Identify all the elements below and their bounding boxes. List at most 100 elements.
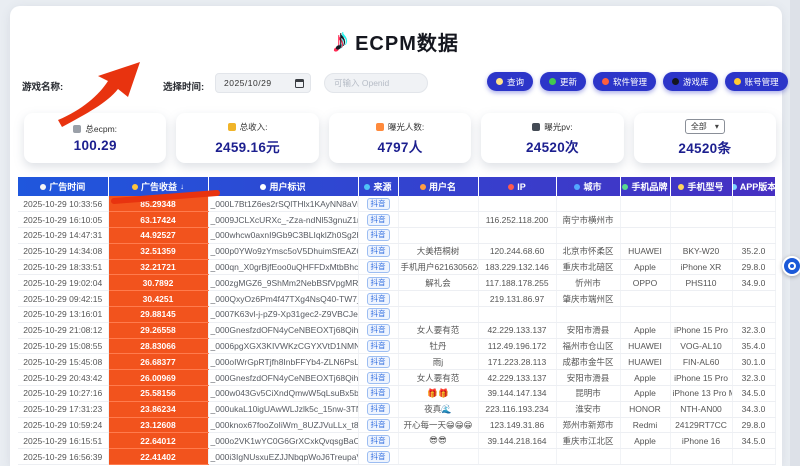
pv-label: 曝光pv: bbox=[544, 121, 573, 132]
cell-username: 解礼会 bbox=[398, 274, 479, 292]
stat-cards: 总ecpm: 100.29 总收入: 2459.16元 曝光人数: 4797人 … bbox=[24, 113, 777, 163]
cell-ad-time: 2025-10-29 13:16:01 bbox=[18, 306, 109, 323]
cell-source: 抖音 bbox=[358, 432, 399, 450]
stat-card-income: 总收入: 2459.16元 bbox=[176, 113, 319, 163]
col-ad-revenue[interactable]: 广告收益 ↓ bbox=[108, 177, 209, 196]
cell-ip: 120.244.68.60 bbox=[478, 243, 557, 260]
col-ip[interactable]: IP bbox=[478, 177, 557, 196]
cell-city: 重庆市北碚区 bbox=[556, 259, 621, 276]
cell-city bbox=[556, 196, 621, 213]
table-row: 2025-10-29 16:15:51 22.64012 _000o2VK1wY… bbox=[18, 432, 776, 450]
col-app-version[interactable]: APP版本 bbox=[732, 177, 776, 196]
cell-app-version bbox=[732, 448, 776, 466]
game-library-button[interactable]: 游戏库 bbox=[663, 72, 718, 91]
source-badge: 抖音 bbox=[366, 308, 390, 321]
cell-ad-revenue: 85.29348 bbox=[108, 196, 209, 213]
cell-user-id: _000knox67fooZoIiWm_8UZJVuLLx_t8ge66 bbox=[208, 417, 359, 434]
city-icon bbox=[574, 183, 581, 190]
openid-input[interactable] bbox=[324, 73, 428, 93]
col-username[interactable]: 用户名 bbox=[398, 177, 479, 196]
cell-phone-brand: Apple bbox=[620, 369, 671, 387]
cell-app-version bbox=[732, 227, 776, 244]
cell-phone-brand: Apple bbox=[620, 385, 671, 402]
cell-city: 安阳市滑县 bbox=[556, 369, 621, 387]
table-row: 2025-10-29 14:34:08 32.51359 _000p0YWo9z… bbox=[18, 243, 776, 260]
source-badge: 抖音 bbox=[366, 450, 390, 463]
query-button[interactable]: 查询 bbox=[487, 72, 534, 91]
table-row: 2025-10-29 15:45:08 26.68377 _000oIWrGpR… bbox=[18, 353, 776, 371]
table-row: 2025-10-29 18:33:51 32.21721 _000qn_X0gr… bbox=[18, 259, 776, 276]
cell-ad-time: 2025-10-29 10:59:24 bbox=[18, 417, 109, 434]
col-ad-time[interactable]: 广告时间 bbox=[18, 177, 109, 196]
table-body: 2025-10-29 10:33:56 85.29348 _000L7Bt1Z6… bbox=[18, 196, 776, 466]
source-badge: 抖音 bbox=[366, 419, 390, 432]
cell-user-id: _0006pgXGX3KIVWKzCGYXVtD1NMNdHl1Bmjz bbox=[208, 338, 359, 355]
openid-search bbox=[324, 73, 428, 93]
col-user-id[interactable]: 用户标识 bbox=[208, 177, 359, 196]
cell-phone-brand: Apple bbox=[620, 259, 671, 276]
cell-source: 抖音 bbox=[358, 369, 399, 387]
cell-ad-time: 2025-10-29 17:31:23 bbox=[18, 401, 109, 418]
cell-city: 肇庆市端州区 bbox=[556, 290, 621, 308]
refresh-icon bbox=[549, 78, 557, 85]
table-header-row: 广告时间 广告收益 ↓ 用户标识 来源 用户名 IP bbox=[18, 177, 776, 196]
cell-ad-revenue: 23.86234 bbox=[108, 401, 209, 418]
source-badge: 抖音 bbox=[366, 229, 390, 242]
account-manage-button[interactable]: 账号管理 bbox=[724, 72, 788, 91]
cell-username: 手机用户62163056240 bbox=[398, 259, 479, 276]
sort-desc-icon[interactable]: ↓ bbox=[180, 182, 184, 191]
cell-phone-model bbox=[670, 211, 733, 229]
scroll-float-button[interactable] bbox=[782, 256, 800, 276]
date-picker[interactable] bbox=[215, 73, 311, 93]
col-source[interactable]: 来源 bbox=[358, 177, 399, 196]
cell-phone-model bbox=[670, 448, 733, 466]
cell-app-version: 29.8.0 bbox=[732, 417, 776, 434]
cell-ad-time: 2025-10-29 10:33:56 bbox=[18, 196, 109, 213]
stat-card-audience: 曝光人数: 4797人 bbox=[328, 113, 472, 163]
col-phone-brand[interactable]: 手机品牌 bbox=[620, 177, 671, 196]
cell-user-id: _000QxyOz6Pm4f47TXg4NsQ40-TW7_DPuSYG bbox=[208, 290, 359, 308]
refresh-button[interactable]: 更新 bbox=[540, 72, 587, 91]
cell-username bbox=[398, 211, 479, 229]
cell-phone-brand: HUAWEI bbox=[620, 243, 671, 260]
cell-user-id: _000GnesfzdOFN4yCeNBEOXTj68QihLD3U7 bbox=[208, 322, 359, 339]
clock-icon bbox=[40, 183, 47, 190]
cell-phone-model: iPhone XR bbox=[670, 259, 733, 276]
cell-phone-model: VOG-AL10 bbox=[670, 338, 733, 355]
username-icon bbox=[419, 183, 426, 190]
cell-city: 昆明市 bbox=[556, 385, 621, 402]
source-badge: 抖音 bbox=[366, 292, 390, 305]
money-icon bbox=[131, 183, 138, 190]
table-row: 2025-10-29 15:08:55 28.83066 _0006pgXGX3… bbox=[18, 338, 776, 355]
col-phone-model[interactable]: 手机型号 bbox=[670, 177, 733, 196]
software-manage-button[interactable]: 软件管理 bbox=[593, 72, 657, 91]
cell-app-version bbox=[732, 290, 776, 308]
cell-app-version: 32.3.0 bbox=[732, 369, 776, 387]
cell-user-id: _000GnesfzdOFN4yCeNBEOXTj68QihLD3U7 bbox=[208, 369, 359, 387]
cell-phone-brand: HONOR bbox=[620, 401, 671, 418]
scrollbar-track[interactable] bbox=[790, 0, 800, 466]
cell-source: 抖音 bbox=[358, 338, 399, 355]
cell-user-id: _0007K63vl-j-pZ9-Xp31gec2-Z9VBCJegf3 bbox=[208, 306, 359, 323]
stat-card-ecpm: 总ecpm: 100.29 bbox=[24, 113, 167, 163]
cell-source: 抖音 bbox=[358, 290, 399, 308]
date-input[interactable] bbox=[224, 78, 295, 88]
cell-app-version: 30.1.0 bbox=[732, 353, 776, 371]
filter-bar: 游戏名称: 选择时间: 查询 更新 软件管理 游戏库 账号管理 bbox=[0, 0, 800, 110]
cell-user-id: _000oIWrGpRTjfh8InbFFYb4-ZLN6PsLNFr bbox=[208, 353, 359, 371]
cell-source: 抖音 bbox=[358, 385, 399, 402]
model-icon bbox=[678, 183, 685, 190]
cell-username: 夜真🌊 bbox=[398, 401, 479, 418]
cell-user-id: _000i3IgNUsxuEZJJNbqpWoJ6TreupaVW91 bbox=[208, 448, 359, 466]
version-icon bbox=[732, 183, 737, 190]
cell-ad-revenue: 63.17424 bbox=[108, 211, 209, 229]
cell-phone-model bbox=[670, 227, 733, 244]
cell-phone-brand: HUAWEI bbox=[620, 353, 671, 371]
cell-source: 抖音 bbox=[358, 196, 399, 213]
cell-city bbox=[556, 227, 621, 244]
record-filter-select[interactable]: 全部 bbox=[684, 119, 725, 134]
cell-city bbox=[556, 448, 621, 466]
audience-icon bbox=[375, 122, 384, 131]
col-city[interactable]: 城市 bbox=[556, 177, 621, 196]
cell-ip: 39.144.147.134 bbox=[478, 385, 557, 402]
